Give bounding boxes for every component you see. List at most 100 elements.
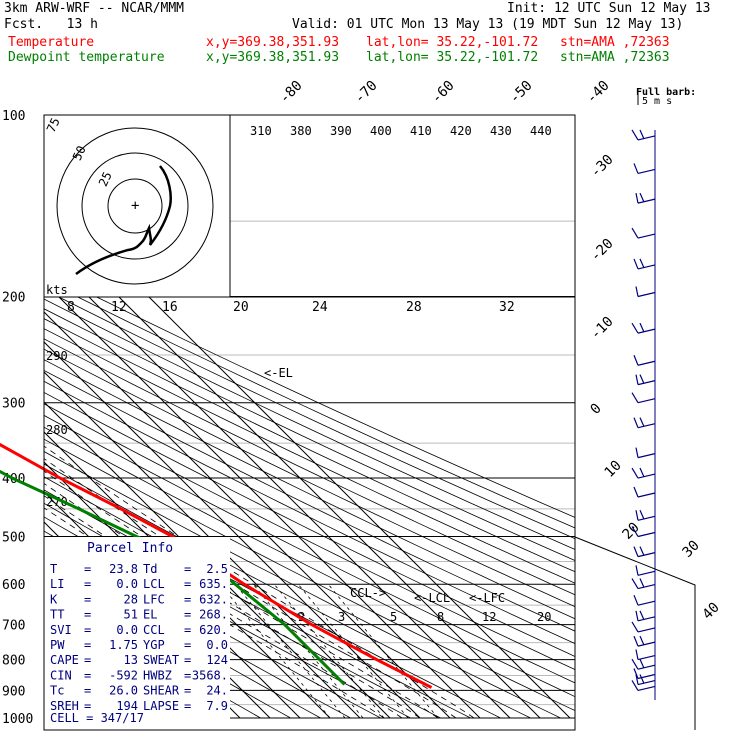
theta-label: 390 [330, 124, 352, 138]
left-theta-label: 290 [46, 349, 68, 363]
parcel-key: LAPSE [143, 699, 179, 713]
wind-barb-flag [631, 578, 639, 589]
parcel-value: 28 [124, 592, 138, 606]
forecast-hour: Fcst. 13 h [4, 17, 98, 32]
dry-adiabat [44, 328, 575, 584]
dry-adiabat [44, 289, 575, 540]
wind-barb-shaft [637, 264, 656, 270]
wind-barb-flag [639, 610, 645, 621]
temperature-profile [0, 442, 433, 689]
theta-label: 420 [450, 124, 472, 138]
wind-barb-flag [639, 467, 645, 478]
dewpoint-xy: x,y=369.38,351.93 [206, 50, 340, 65]
parcel-key: EL [143, 608, 157, 622]
lcl-label: <-LCL [414, 591, 450, 605]
wind-barb-shaft [637, 233, 656, 239]
dry-adiabat [44, 451, 561, 719]
wind-barbs [631, 129, 656, 700]
pressure-tick-label: 300 [2, 397, 25, 412]
isotherm [44, 281, 481, 719]
pressure-tick-label: 700 [2, 619, 25, 634]
parcel-key: CCL [143, 623, 165, 637]
pressure-tick-label: 500 [2, 530, 25, 545]
dewpoint-profile [0, 469, 346, 686]
parcel-value: 268. [199, 608, 228, 622]
dry-adiabat [44, 403, 575, 671]
dewpoint-latlon: lat,lon= 35.22,-101.72 [366, 50, 539, 65]
mixing-ratio-line [297, 583, 409, 719]
wind-barb-shaft [637, 627, 656, 633]
temperature-stn: stn=AMA ,72363 [560, 35, 670, 50]
dry-adiabat [44, 391, 575, 657]
wind-barb-shaft [637, 531, 656, 538]
wind-barb-flag [633, 668, 639, 679]
parcel-key: CIN [50, 668, 72, 682]
parcel-key: T [50, 562, 57, 576]
parcel-value: 0.0 [206, 638, 228, 652]
isotherm [44, 401, 361, 719]
wind-barb-flag [639, 129, 645, 140]
pressure-tick-label: 200 [2, 291, 25, 306]
wind-barb-shaft [637, 583, 656, 590]
sounding-profiles [0, 442, 433, 689]
wind-barb [633, 594, 656, 606]
wind-barb-flag [633, 355, 639, 366]
wind-barb-shaft [637, 515, 656, 521]
el-label: <-EL [264, 366, 293, 380]
dewpoint-legend: Dewpoint temperature [8, 50, 165, 65]
cell-label: CELL = 347/17 [50, 711, 144, 725]
left-theta-label: 280 [46, 423, 68, 437]
parcel-value: 3568. [192, 668, 228, 682]
wind-barb-shaft [637, 654, 656, 661]
parcel-value: 632. [199, 592, 228, 606]
parcel-eq: = [184, 623, 191, 637]
parcel-eq: = [184, 653, 191, 667]
theta-label: 400 [370, 124, 392, 138]
isotherm [44, 311, 451, 719]
parcel-value: 0.0 [116, 623, 138, 637]
wind-barb [635, 610, 656, 622]
wind-barb-flag [639, 510, 645, 520]
wind-barb-shaft [637, 492, 656, 498]
parcel-value: 620. [199, 623, 228, 637]
temperature-right-label: 0 [588, 401, 605, 418]
wind-barb [631, 467, 656, 479]
dry-adiabat [44, 438, 575, 712]
wind-barb [633, 668, 656, 680]
wind-barb-flag [631, 680, 639, 691]
wind-barb-shaft [637, 198, 656, 204]
parcel-key: SVI [50, 623, 72, 637]
wind-barb-flag [631, 658, 639, 670]
mixing-ratio-label: 20 [537, 610, 551, 624]
dewpoint-stn: stn=AMA ,72363 [560, 50, 670, 65]
parcel-value: 124 [206, 653, 228, 667]
parcel-value: 26.0 [109, 684, 138, 698]
wind-barb-shaft [637, 473, 656, 479]
mixing-ratio-line [273, 583, 385, 719]
temperature-right-label: -10 [588, 314, 617, 343]
wind-barb-flag [631, 322, 639, 334]
wind-barb-flag [635, 447, 639, 458]
parcel-eq: = [184, 699, 191, 713]
parcel-eq: = [84, 562, 91, 576]
wind-barb [633, 486, 656, 498]
theta-label: 440 [530, 124, 552, 138]
parcel-eq: = [184, 562, 191, 576]
wind-barb [635, 510, 656, 521]
dry-adiabat [44, 270, 575, 518]
parcel-key: LCL [143, 577, 165, 591]
mixing-ratio-label: 8 [437, 610, 444, 624]
wind-barb [631, 526, 656, 538]
init-time: Init: 12 UTC Sun 12 May 13 [507, 1, 711, 16]
parcel-value: -592 [109, 668, 138, 682]
wind-barb-shaft [637, 570, 656, 576]
wind-barb-shaft [637, 664, 656, 670]
wind-barb [633, 417, 656, 429]
hodo-ring-middle [81, 152, 189, 260]
wind-barb [635, 674, 656, 686]
wind-barb-flag [639, 417, 645, 427]
wind-barb-shaft [637, 552, 656, 558]
parcel-key: Tc [50, 684, 64, 698]
hodo-speed-label: 16 [162, 300, 178, 315]
wind-barb-flag [631, 526, 639, 537]
